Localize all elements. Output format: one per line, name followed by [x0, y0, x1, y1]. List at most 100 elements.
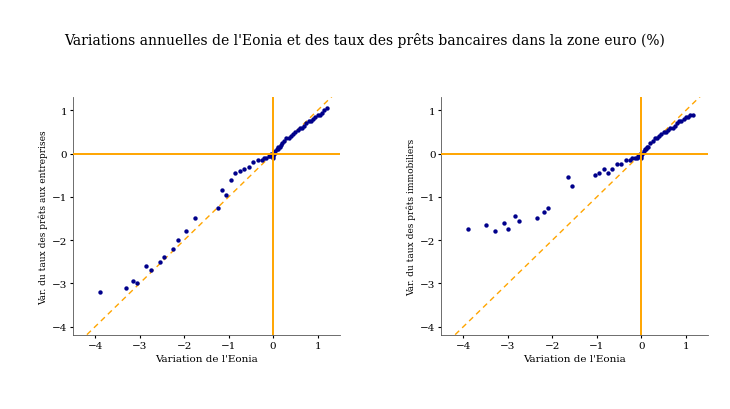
Point: [316, 110, 328, 117]
Point: [502, 227, 514, 233]
Point: [288, 132, 299, 138]
Point: [611, 162, 623, 168]
Point: [294, 125, 306, 132]
Point: [636, 153, 648, 160]
Point: [256, 157, 268, 164]
Point: [637, 151, 648, 157]
Point: [593, 171, 605, 177]
Point: [234, 168, 245, 175]
Point: [285, 134, 297, 140]
Point: [229, 171, 241, 177]
Point: [320, 106, 332, 112]
Point: [531, 216, 542, 222]
Point: [180, 229, 192, 235]
Point: [634, 152, 646, 158]
Point: [274, 144, 285, 151]
Point: [94, 289, 106, 296]
Point: [660, 129, 672, 136]
Point: [301, 121, 312, 127]
Point: [615, 162, 627, 168]
Point: [296, 125, 308, 132]
Y-axis label: Var. du taux des prêts immobiliers: Var. du taux des prêts immobiliers: [407, 138, 416, 295]
Point: [683, 114, 694, 121]
Point: [299, 123, 310, 130]
X-axis label: Variation de l'Eonia: Variation de l'Eonia: [155, 354, 258, 363]
Point: [680, 114, 692, 121]
Point: [131, 280, 143, 287]
Point: [172, 237, 183, 244]
Point: [303, 119, 315, 125]
Point: [634, 153, 645, 160]
Point: [258, 155, 270, 162]
Point: [145, 267, 157, 274]
Point: [290, 129, 301, 136]
Point: [675, 119, 687, 125]
Point: [261, 155, 272, 162]
Point: [292, 127, 304, 134]
Point: [620, 157, 631, 164]
Point: [167, 246, 179, 252]
Point: [489, 229, 501, 235]
Point: [642, 144, 654, 151]
Point: [562, 175, 574, 181]
X-axis label: Variation de l'Eonia: Variation de l'Eonia: [523, 354, 626, 363]
Point: [658, 129, 669, 136]
Point: [632, 153, 644, 160]
Point: [653, 134, 665, 140]
Point: [669, 123, 680, 130]
Point: [626, 155, 638, 162]
Point: [598, 166, 610, 173]
Point: [462, 227, 474, 233]
Point: [685, 112, 696, 119]
Point: [247, 160, 259, 166]
Point: [280, 136, 292, 142]
Point: [220, 192, 232, 198]
Point: [647, 138, 658, 144]
Point: [310, 114, 321, 121]
Point: [141, 263, 153, 270]
Point: [268, 151, 280, 157]
Point: [538, 209, 550, 216]
Point: [276, 140, 288, 147]
Point: [225, 177, 237, 183]
Point: [252, 157, 264, 164]
Point: [624, 157, 636, 164]
Point: [641, 144, 653, 151]
Text: Variations annuelles de l'Eonia et des taux des prêts bancaires dans la zone eur: Variations annuelles de l'Eonia et des t…: [64, 34, 666, 48]
Point: [649, 136, 661, 142]
Point: [314, 112, 326, 119]
Point: [513, 218, 525, 225]
Point: [629, 155, 640, 162]
Point: [509, 213, 520, 220]
Point: [639, 147, 650, 153]
Point: [631, 155, 643, 162]
Point: [212, 205, 223, 211]
Point: [272, 144, 284, 151]
Point: [312, 112, 323, 119]
Point: [602, 171, 614, 177]
Point: [662, 127, 674, 134]
Point: [656, 132, 667, 138]
Point: [283, 136, 294, 142]
Point: [607, 166, 618, 173]
Point: [278, 138, 290, 144]
Point: [664, 125, 676, 132]
Point: [589, 173, 601, 179]
Point: [265, 151, 277, 157]
Point: [636, 155, 648, 162]
Point: [687, 112, 699, 119]
Point: [272, 147, 283, 153]
Point: [271, 147, 283, 153]
Point: [636, 151, 648, 157]
Point: [190, 216, 201, 222]
Point: [640, 147, 652, 153]
Point: [158, 254, 170, 261]
Point: [216, 188, 228, 194]
Point: [266, 153, 277, 160]
Point: [666, 125, 678, 132]
Point: [651, 136, 663, 142]
Point: [677, 117, 689, 123]
Point: [671, 121, 683, 127]
Point: [267, 153, 279, 160]
Point: [498, 220, 510, 227]
